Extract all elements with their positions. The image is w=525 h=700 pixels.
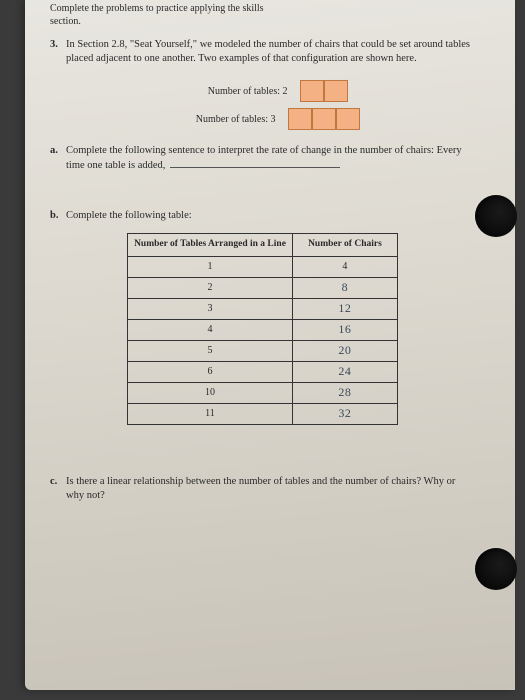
cell-chairs: 28	[292, 382, 397, 403]
table-row: 1028	[128, 382, 398, 403]
question-3: 3. In Section 2.8, "Seat Yourself," we m…	[50, 38, 475, 66]
table-square	[324, 80, 348, 102]
q3-number: 3.	[50, 38, 66, 66]
cell-tables: 1	[128, 256, 293, 277]
diagram-row-1: Number of tables: 2	[50, 80, 475, 102]
table-row: 520	[128, 340, 398, 361]
cell-tables: 5	[128, 340, 293, 361]
q3-text: In Section 2.8, "Seat Yourself," we mode…	[66, 38, 475, 66]
cell-chairs: 24	[292, 361, 397, 382]
cell-chairs: 20	[292, 340, 397, 361]
part-c-letter: c.	[50, 475, 66, 503]
diag1-label: Number of tables: 2	[178, 86, 288, 97]
table-row: 14	[128, 256, 398, 277]
cell-chairs: 16	[292, 319, 397, 340]
fill-in-blank	[170, 167, 340, 168]
diag1-squares	[300, 80, 348, 102]
binder-hole-icon	[475, 195, 517, 237]
table-row: 416	[128, 319, 398, 340]
table-row: 312	[128, 298, 398, 319]
page-container: Complete the problems to practice applyi…	[0, 0, 525, 700]
table-square	[336, 108, 360, 130]
binder-hole-icon	[475, 548, 517, 590]
part-b-letter: b.	[50, 209, 66, 223]
diag2-label: Number of tables: 3	[166, 114, 276, 125]
col-header-chairs: Number of Chairs	[292, 233, 397, 256]
cell-tables: 3	[128, 298, 293, 319]
part-c-text: Is there a linear relationship between t…	[66, 475, 475, 503]
top-line-2: section.	[50, 16, 81, 27]
part-a: a. Complete the following sentence to in…	[50, 144, 475, 172]
table-row: 624	[128, 361, 398, 382]
table-wrapper: Number of Tables Arranged in a Line Numb…	[50, 233, 475, 425]
table-square	[312, 108, 336, 130]
top-line-1: Complete the problems to practice applyi…	[50, 3, 264, 14]
cell-tables: 10	[128, 382, 293, 403]
chairs-table: Number of Tables Arranged in a Line Numb…	[127, 233, 398, 425]
cell-tables: 6	[128, 361, 293, 382]
diagram-row-2: Number of tables: 3	[50, 108, 475, 130]
diag2-squares	[288, 108, 360, 130]
cell-chairs: 12	[292, 298, 397, 319]
col-header-tables: Number of Tables Arranged in a Line	[128, 233, 293, 256]
part-a-body: Complete the following sentence to inter…	[66, 144, 475, 172]
worksheet-paper: Complete the problems to practice applyi…	[25, 0, 515, 690]
part-a-letter: a.	[50, 144, 66, 172]
cell-chairs: 32	[292, 403, 397, 424]
cell-chairs: 4	[292, 256, 397, 277]
cell-tables: 11	[128, 403, 293, 424]
table-body: 142831241652062410281132	[128, 256, 398, 424]
top-cutoff-text: Complete the problems to practice applyi…	[50, 0, 475, 28]
table-row: 28	[128, 277, 398, 298]
part-c: c. Is there a linear relationship betwee…	[50, 475, 475, 503]
table-square	[300, 80, 324, 102]
cell-tables: 4	[128, 319, 293, 340]
table-row: 1132	[128, 403, 398, 424]
part-b-text: Complete the following table:	[66, 209, 475, 223]
cell-tables: 2	[128, 277, 293, 298]
table-diagram-block: Number of tables: 2 Number of tables: 3	[50, 80, 475, 130]
cell-chairs: 8	[292, 277, 397, 298]
table-square	[288, 108, 312, 130]
part-b: b. Complete the following table:	[50, 209, 475, 223]
